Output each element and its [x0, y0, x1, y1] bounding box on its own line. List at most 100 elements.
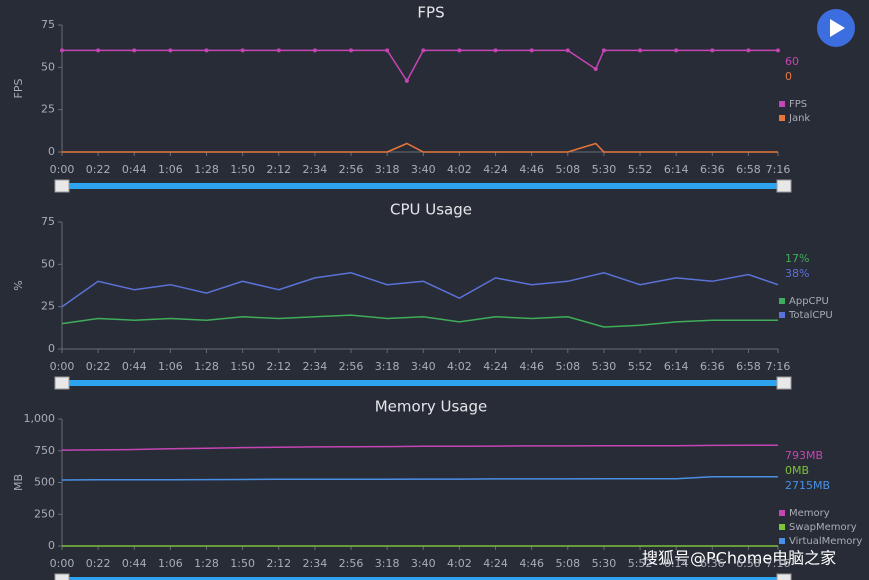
y-tick-label: 0 — [48, 342, 55, 355]
x-tick-label: 2:12 — [266, 557, 291, 570]
y-tick-label: 0 — [48, 539, 55, 552]
x-tick-label: 4:24 — [483, 557, 508, 570]
y-tick-label: 500 — [34, 476, 55, 489]
y-tick-label: 50 — [41, 257, 55, 270]
x-tick-label: 3:40 — [411, 360, 436, 373]
x-tick-label: 3:40 — [411, 557, 436, 570]
x-tick-label: 5:30 — [592, 557, 617, 570]
range-slider — [62, 380, 784, 386]
x-tick-label: 1:06 — [158, 557, 183, 570]
slider-handle — [54, 376, 70, 390]
legend-label: Memory — [789, 508, 830, 519]
point — [204, 48, 209, 53]
point — [385, 48, 390, 53]
x-tick-label: 7:16 — [766, 557, 791, 570]
x-tick-label: 2:34 — [303, 557, 328, 570]
current-value: 17% — [785, 252, 809, 265]
point — [493, 48, 498, 53]
legend-label: Jank — [788, 113, 810, 124]
x-tick-label: 4:24 — [483, 163, 508, 176]
point — [746, 48, 751, 53]
legend-label: VirtualMemory — [789, 536, 862, 547]
chart-title: Memory Usage — [375, 398, 488, 416]
x-tick-label: 4:02 — [447, 360, 472, 373]
x-tick-label: 2:56 — [339, 163, 364, 176]
x-tick-label: 3:40 — [411, 163, 436, 176]
x-tick-label: 0:00 — [50, 163, 75, 176]
point — [168, 48, 173, 53]
point — [710, 48, 715, 53]
current-value: 2715MB — [785, 479, 830, 492]
x-tick-label: 2:56 — [339, 557, 364, 570]
point — [132, 48, 137, 53]
point — [96, 48, 101, 53]
point — [457, 48, 462, 53]
range-slider — [62, 183, 784, 189]
x-tick-label: 4:02 — [447, 557, 472, 570]
x-tick-label: 1:50 — [230, 557, 255, 570]
x-tick-label: 6:36 — [700, 360, 725, 373]
x-tick-label: 0:44 — [122, 360, 147, 373]
slider-handle — [776, 179, 792, 193]
watermark: 搜狐号@PChome电脑之家 — [642, 549, 836, 568]
x-tick-label: 0:00 — [50, 360, 75, 373]
point — [349, 48, 354, 53]
range-slider — [62, 577, 784, 580]
x-tick-label: 6:58 — [736, 557, 761, 570]
x-tick-label: 0:22 — [86, 163, 111, 176]
y-tick-label: 750 — [34, 444, 55, 457]
x-tick-label: 5:30 — [592, 360, 617, 373]
x-tick-label: 4:46 — [519, 360, 544, 373]
x-tick-label: 4:24 — [483, 360, 508, 373]
point — [776, 48, 780, 53]
y-tick-label: 75 — [41, 215, 55, 228]
y-axis-label: MB — [12, 474, 25, 491]
point — [312, 48, 317, 53]
x-tick-label: 2:56 — [339, 360, 364, 373]
x-tick-label: 5:08 — [555, 360, 580, 373]
x-tick-label: 6:58 — [736, 360, 761, 373]
x-tick-label: 6:14 — [664, 360, 689, 373]
point — [674, 48, 679, 53]
point — [421, 48, 426, 53]
legend-label: SwapMemory — [789, 522, 857, 533]
y-tick-label: 0 — [48, 145, 55, 158]
x-tick-label: 0:44 — [122, 163, 147, 176]
legend-swatch — [779, 312, 785, 318]
y-tick-label: 50 — [41, 60, 55, 73]
point — [638, 48, 643, 53]
x-tick-label: 1:50 — [230, 163, 255, 176]
x-tick-label: 4:46 — [519, 557, 544, 570]
series-line — [62, 142, 778, 153]
x-tick-label: 2:34 — [303, 360, 328, 373]
y-axis-label: FPS — [12, 79, 25, 99]
x-tick-label: 6:14 — [664, 163, 689, 176]
x-tick-label: 0:00 — [50, 557, 75, 570]
y-axis-label: % — [12, 280, 25, 290]
x-tick-label: 6:14 — [664, 557, 689, 570]
series-line — [61, 476, 778, 481]
current-value: 0MB — [785, 464, 809, 477]
legend-label: FPS — [789, 99, 807, 110]
x-tick-label: 5:08 — [555, 163, 580, 176]
point — [276, 48, 281, 53]
x-tick-label: 5:52 — [628, 557, 653, 570]
legend-label: TotalCPU — [788, 310, 833, 321]
x-tick-label: 1:28 — [194, 163, 219, 176]
legend-swatch — [779, 538, 785, 544]
point — [593, 67, 598, 72]
series-line — [61, 272, 779, 308]
series-line — [61, 444, 778, 451]
x-tick-label: 6:36 — [700, 163, 725, 176]
x-tick-label: 2:12 — [266, 163, 291, 176]
x-tick-label: 7:16 — [766, 360, 791, 373]
x-tick-label: 3:18 — [375, 360, 400, 373]
chart-title: FPS — [417, 4, 444, 22]
x-tick-label: 4:02 — [447, 163, 472, 176]
current-value: 793MB — [785, 449, 823, 462]
x-tick-label: 5:08 — [555, 557, 580, 570]
chart-title: CPU Usage — [390, 201, 472, 219]
x-tick-label: 5:30 — [592, 163, 617, 176]
